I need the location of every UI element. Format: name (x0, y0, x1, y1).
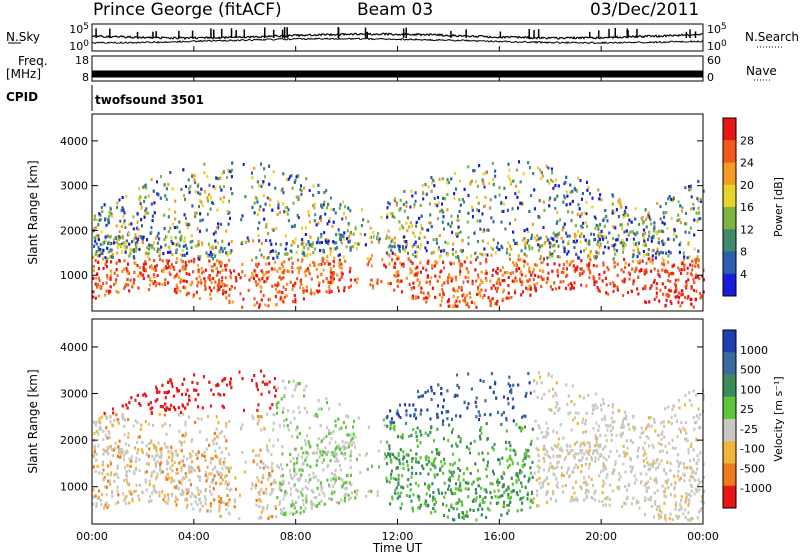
power-colorbar-tick: 4 (740, 268, 747, 281)
velocity-colorbar-segment (723, 374, 736, 398)
power-colorbar-tick: 8 (740, 246, 747, 259)
velocity-colorbar-tick: -100 (740, 443, 765, 456)
y-axis-label: Slant Range [km] (26, 369, 40, 473)
velocity-colorbar-tick: 1000 (740, 344, 768, 357)
power-colorbar-segment (723, 207, 736, 230)
power-colorbar-frame (722, 117, 737, 297)
velocity-colorbar-frame (722, 329, 737, 509)
power-colorbar-segment (723, 118, 736, 141)
velocity-colorbar-tick: 500 (740, 364, 761, 377)
nsky-label: N.Sky (6, 30, 41, 44)
velocity-colorbar-tick: -500 (740, 462, 765, 475)
station-title: Prince George (fitACF) (93, 0, 282, 20)
freq-right-tick: 60 (707, 54, 721, 67)
noise-right-tick: 105 (707, 22, 727, 36)
x-tick-label: 20:00 (585, 530, 617, 543)
x-tick-label: 04:00 (178, 530, 210, 543)
y-axis-label: Slant Range [km] (26, 160, 40, 264)
power-colorbar-segment (723, 229, 736, 252)
freq-left-tick: 8 (82, 71, 89, 84)
velocity-colorbar-segment (723, 441, 736, 464)
y-tick-label: 3000 (60, 180, 88, 193)
velocity-scatter (92, 369, 705, 522)
x-tick-label: 08:00 (280, 530, 312, 543)
freq-unit-label: [MHz] (6, 67, 42, 81)
freq-right-tick: 0 (707, 71, 714, 84)
y-tick-label: 2000 (60, 434, 88, 447)
velocity-colorbar-label: Velocity [m s⁻¹] (772, 376, 785, 461)
power-colorbar-tick: 12 (740, 223, 754, 236)
cpid-label: CPID (6, 90, 39, 104)
y-tick-label: 1000 (60, 481, 88, 494)
y-tick-label: 3000 (60, 388, 88, 401)
y-tick-label: 2000 (60, 224, 88, 237)
y-tick-label: 4000 (60, 341, 88, 354)
x-tick-label: 00:00 (687, 530, 719, 543)
frequency-band (92, 70, 703, 78)
y-tick-label: 4000 (60, 135, 88, 148)
power-colorbar-segment (723, 184, 736, 208)
power-colorbar-segment (723, 162, 736, 186)
velocity-panel-bg (92, 319, 703, 524)
velocity-colorbar-segment (723, 330, 736, 353)
velocity-colorbar-segment (723, 419, 736, 442)
velocity-colorbar-tick: -25 (740, 423, 758, 436)
velocity-colorbar-segment (723, 352, 736, 375)
noise-search-series (91, 37, 704, 45)
power-scatter (92, 160, 705, 309)
power-colorbar-label: Power [dB] (772, 177, 785, 237)
x-tick-label: 12:00 (382, 530, 414, 543)
x-tick-label: 16:00 (483, 530, 515, 543)
cpid-value: twofsound 3501 (95, 93, 204, 107)
velocity-colorbar-tick: 100 (740, 383, 761, 396)
velocity-colorbar-tick: 25 (740, 403, 754, 416)
x-tick-label: 00:00 (76, 530, 108, 543)
date-title: 03/Dec/2011 (590, 0, 700, 20)
power-colorbar-tick: 24 (740, 157, 754, 170)
noise-right-tick: 100 (707, 39, 727, 53)
freq-label: Freq. (18, 54, 48, 68)
noise-left-tick: 105 (69, 22, 89, 36)
noise-left-tick: 100 (69, 39, 89, 53)
velocity-colorbar-tick: -1000 (740, 482, 772, 495)
power-colorbar-segment (723, 251, 736, 275)
power-panel-bg (92, 114, 703, 311)
power-colorbar-tick: 20 (740, 179, 754, 192)
velocity-colorbar-segment (723, 396, 736, 420)
freq-left-tick: 18 (75, 54, 89, 67)
velocity-colorbar-segment (723, 463, 736, 487)
power-colorbar-tick: 16 (740, 201, 754, 214)
nave-label: Nave (746, 64, 777, 78)
nsearch-label: N.Search (745, 30, 800, 44)
beam-title: Beam 03 (357, 0, 434, 20)
noise-sky-series (91, 32, 703, 41)
velocity-colorbar-segment (723, 485, 736, 509)
y-tick-label: 1000 (60, 269, 88, 282)
power-colorbar-segment (723, 140, 736, 163)
power-colorbar-segment (723, 273, 736, 297)
x-axis-label: Time UT (372, 541, 423, 554)
power-colorbar-tick: 28 (740, 134, 754, 147)
